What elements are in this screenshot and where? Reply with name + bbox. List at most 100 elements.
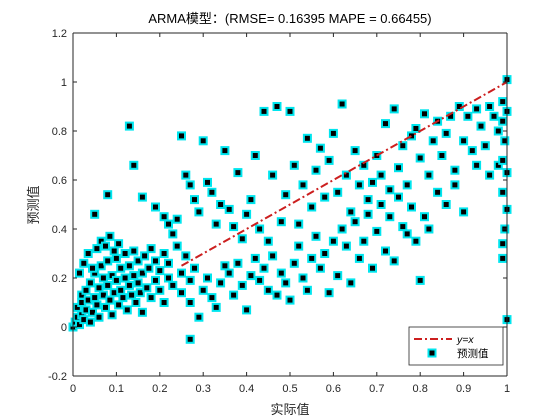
data-point	[203, 177, 212, 187]
data-point	[185, 180, 195, 190]
data-point	[328, 128, 338, 138]
data-point	[75, 268, 84, 278]
data-point	[472, 104, 482, 114]
data-point	[359, 236, 369, 246]
x-tick-label: 0.5	[282, 383, 297, 395]
data-point	[220, 146, 230, 156]
data-point	[246, 271, 256, 281]
data-point	[420, 212, 429, 222]
data-point	[185, 275, 195, 285]
data-point	[242, 209, 252, 219]
data-point	[211, 219, 221, 229]
data-point	[198, 285, 208, 295]
points-layer	[68, 75, 512, 344]
data-point	[376, 200, 386, 209]
data-point	[324, 155, 334, 165]
data-point	[268, 251, 278, 261]
x-tick-label: 1	[504, 383, 510, 395]
data-point	[485, 102, 495, 111]
data-point	[315, 143, 325, 153]
data-point	[307, 202, 317, 212]
data-point	[268, 170, 278, 180]
data-point	[315, 263, 325, 273]
data-point	[294, 219, 304, 229]
data-point	[333, 187, 343, 197]
data-point	[498, 239, 508, 249]
data-point	[467, 146, 477, 156]
data-point	[276, 217, 286, 227]
data-point	[472, 160, 482, 170]
data-point	[120, 249, 130, 258]
data-point	[94, 283, 104, 293]
data-point	[151, 256, 160, 266]
legend-marker-swatch	[427, 348, 437, 358]
data-point	[229, 290, 239, 300]
data-point	[127, 290, 137, 300]
data-point	[398, 141, 408, 151]
y-tick-label: 0.8	[52, 126, 67, 138]
data-point	[216, 200, 226, 209]
x-tick-label: 0.8	[413, 383, 428, 395]
data-point	[103, 280, 113, 290]
data-point	[428, 136, 438, 146]
y-tick-label: 1	[61, 77, 67, 89]
data-point	[320, 249, 330, 258]
data-point	[337, 224, 347, 234]
data-point	[259, 106, 269, 116]
data-point	[237, 234, 247, 244]
data-point	[103, 256, 113, 266]
data-point	[120, 273, 130, 283]
data-point	[90, 209, 100, 219]
data-point	[320, 192, 330, 202]
data-point	[151, 202, 160, 212]
data-point	[116, 285, 126, 295]
data-point	[381, 246, 390, 256]
data-point	[105, 231, 115, 241]
data-point	[498, 155, 508, 165]
data-point	[441, 128, 451, 138]
data-point	[135, 288, 145, 298]
data-point	[137, 268, 147, 278]
data-point	[415, 153, 425, 163]
data-point	[263, 285, 273, 295]
data-point	[433, 187, 443, 197]
data-point	[85, 317, 95, 327]
data-point	[172, 241, 182, 251]
y-tick-label: 0	[61, 322, 67, 334]
data-point	[116, 263, 126, 273]
data-point	[368, 263, 377, 273]
data-point	[190, 195, 199, 205]
data-point	[177, 131, 186, 141]
data-point	[85, 278, 95, 288]
data-point	[229, 222, 239, 232]
data-point	[394, 192, 403, 202]
data-point	[190, 263, 199, 273]
x-axis-label: 实际值	[270, 402, 309, 418]
data-point	[83, 249, 93, 258]
data-point	[111, 275, 121, 285]
data-point	[498, 116, 508, 126]
data-point	[168, 229, 178, 239]
data-point	[181, 170, 191, 180]
data-point	[124, 280, 134, 290]
data-point	[500, 136, 510, 146]
data-point	[211, 302, 221, 312]
data-point	[480, 141, 490, 151]
data-point	[285, 106, 295, 116]
data-point	[463, 111, 473, 121]
data-point	[159, 212, 169, 222]
data-point	[324, 288, 334, 298]
data-point	[155, 285, 165, 295]
data-point	[107, 310, 117, 320]
data-point	[159, 298, 169, 307]
data-point	[237, 280, 247, 290]
data-point	[109, 246, 119, 256]
data-point	[103, 190, 113, 200]
data-point	[133, 278, 143, 288]
data-point	[164, 219, 173, 229]
data-point	[402, 180, 412, 190]
data-point	[328, 236, 338, 246]
data-point	[92, 244, 102, 254]
data-point	[101, 241, 110, 251]
data-point	[385, 185, 395, 195]
